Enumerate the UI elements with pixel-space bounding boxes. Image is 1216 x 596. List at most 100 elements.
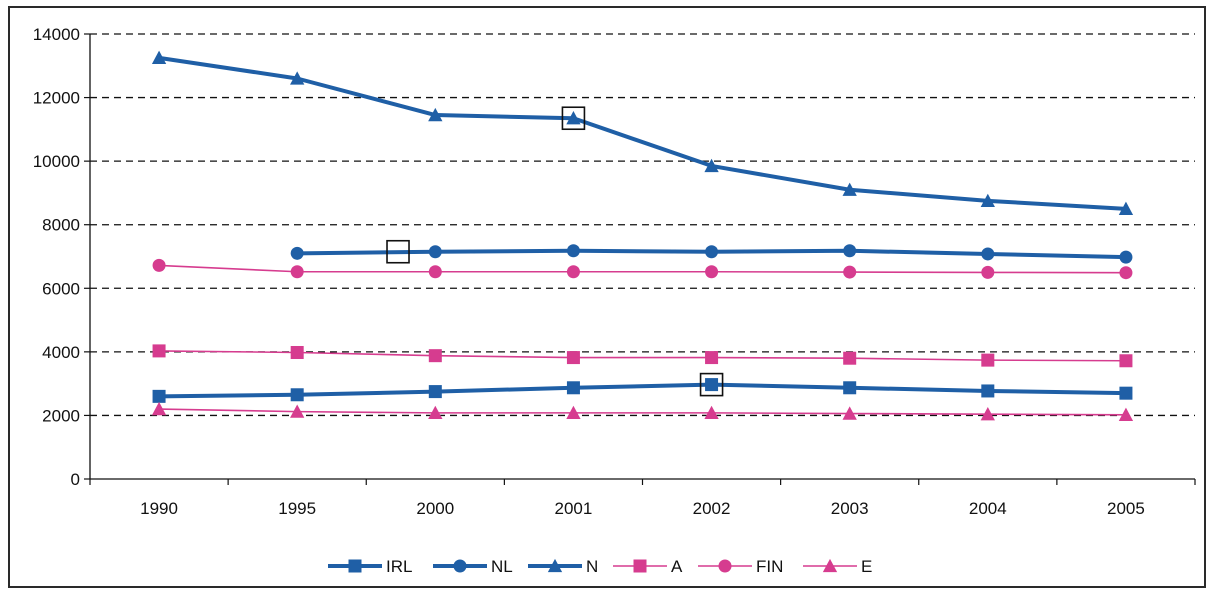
point-IRL-1995 — [290, 388, 304, 402]
annotation-marker-1 — [386, 239, 410, 264]
point-IRL-2001 — [566, 381, 580, 395]
y-tick-label-2000: 2000 — [42, 406, 80, 425]
point-IRL-1990 — [152, 389, 166, 403]
y-tick-label-8000: 8000 — [42, 216, 80, 235]
legend-marker-A — [633, 559, 647, 573]
chart-frame — [8, 6, 1206, 588]
x-tick-label-2002: 2002 — [693, 499, 731, 518]
point-A-2002 — [705, 351, 719, 365]
point-N-1990 — [151, 50, 167, 65]
point-N-2005 — [1118, 201, 1134, 215]
x-tick-label-1990: 1990 — [140, 499, 178, 518]
point-FIN-2002 — [705, 265, 719, 279]
legend-item-A: A — [613, 557, 683, 576]
legend-item-IRL: IRL — [328, 557, 412, 576]
x-tick-label-2003: 2003 — [831, 499, 869, 518]
point-IRL-2004 — [981, 384, 995, 398]
point-N-2000 — [428, 107, 443, 122]
legend-item-FIN: FIN — [698, 557, 783, 576]
point-A-2005 — [1119, 354, 1133, 368]
point-NL-2001 — [566, 244, 580, 258]
legend-label-E: E — [861, 557, 872, 576]
legend-item-NL: NL — [433, 557, 513, 576]
annotation-marker-2 — [561, 106, 586, 131]
point-IRL-2002 — [705, 378, 719, 392]
x-tick-label-2000: 2000 — [416, 499, 454, 518]
legend-marker-IRL — [348, 559, 362, 573]
y-tick-label-12000: 12000 — [33, 89, 80, 108]
point-A-2004 — [981, 353, 995, 367]
point-FIN-1995 — [290, 265, 304, 279]
point-N-2003 — [842, 182, 857, 196]
point-NL-2005 — [1119, 250, 1133, 264]
point-A-2003 — [843, 351, 857, 365]
point-A-1990 — [152, 344, 166, 358]
point-E-1990 — [151, 401, 167, 416]
point-FIN-1990 — [152, 258, 166, 272]
point-E-2005 — [1118, 407, 1134, 421]
legend-label-N: N — [586, 557, 598, 576]
series-E — [151, 401, 1134, 421]
y-tick-label-10000: 10000 — [33, 152, 80, 171]
point-N-1995 — [290, 71, 305, 85]
legend-marker-NL — [453, 559, 467, 573]
point-E-2004 — [980, 406, 995, 421]
series-FIN — [152, 258, 1133, 280]
annotations — [386, 106, 724, 397]
y-tick-label-4000: 4000 — [42, 343, 80, 362]
series-line-E — [159, 408, 1126, 416]
series-line-N — [158, 55, 1127, 211]
point-E-2003 — [842, 406, 857, 420]
legend: IRL NL N A FIN E — [328, 557, 872, 576]
point-E-2002 — [704, 405, 719, 420]
point-N-2004 — [980, 193, 995, 208]
point-N-2001 — [566, 111, 581, 125]
point-IRL-2003 — [843, 381, 857, 395]
legend-label-FIN: FIN — [756, 557, 783, 576]
series-line-FIN — [159, 264, 1126, 274]
point-E-1995 — [290, 404, 305, 418]
series-IRL — [152, 378, 1133, 403]
series-line-A — [159, 350, 1126, 362]
point-IRL-2005 — [1119, 386, 1133, 400]
point-NL-2004 — [981, 247, 995, 261]
legend-marker-N — [547, 558, 563, 573]
legend-marker-FIN — [718, 559, 732, 573]
point-IRL-2000 — [428, 385, 442, 399]
y-tick-label-6000: 6000 — [42, 279, 80, 298]
point-NL-2002 — [705, 245, 719, 259]
legend-item-N: N — [528, 557, 598, 576]
x-tick-label-2004: 2004 — [969, 499, 1007, 518]
axes: 0 2000 4000 6000 8000 10000 12000 14000 1990 1995… — [33, 25, 1196, 518]
point-FIN-2003 — [843, 265, 857, 279]
point-A-2001 — [566, 351, 580, 365]
point-FIN-2001 — [566, 265, 580, 279]
series-lines — [151, 50, 1134, 421]
point-NL-1995 — [290, 246, 304, 260]
annotation-marker-3 — [699, 372, 724, 397]
point-A-1995 — [290, 345, 304, 359]
legend-marker-E — [822, 558, 838, 573]
point-E-2001 — [566, 405, 581, 420]
legend-label-NL: NL — [491, 557, 513, 576]
series-A — [152, 344, 1133, 368]
point-N-2002 — [704, 158, 719, 173]
point-NL-2003 — [843, 244, 857, 258]
y-tick-label-0: 0 — [71, 470, 80, 489]
legend-item-E: E — [803, 557, 872, 576]
point-FIN-2004 — [981, 265, 995, 279]
y-tick-label-14000: 14000 — [33, 25, 80, 44]
x-tick-label-2001: 2001 — [555, 499, 593, 518]
legend-label-A: A — [671, 557, 683, 576]
x-tick-label-2005: 2005 — [1107, 499, 1145, 518]
series-N — [151, 50, 1134, 215]
series-NL — [290, 244, 1133, 264]
point-FIN-2005 — [1119, 266, 1133, 280]
point-NL-2000 — [428, 245, 442, 259]
point-A-2000 — [428, 349, 442, 363]
point-FIN-2000 — [428, 265, 442, 279]
x-tick-label-1995: 1995 — [278, 499, 316, 518]
point-E-2000 — [428, 405, 443, 420]
legend-label-IRL: IRL — [386, 557, 412, 576]
